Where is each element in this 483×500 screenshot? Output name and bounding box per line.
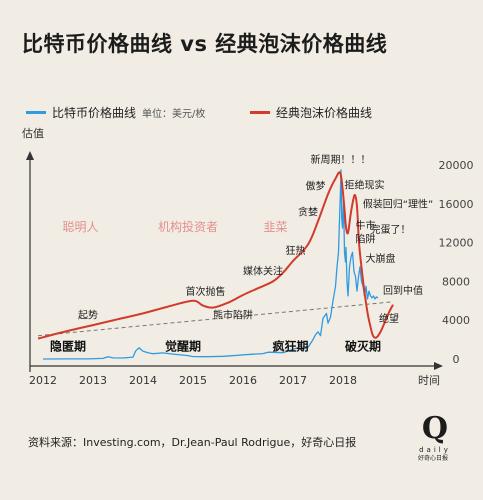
x-tick-label: 2016 — [229, 374, 257, 387]
phase-label: 隐匿期 — [50, 338, 86, 353]
y-axis-label: 估值 — [22, 127, 44, 140]
annotation-label: 完蛋了！ — [371, 223, 411, 236]
x-tick-label: 2014 — [129, 374, 157, 387]
annotation-label: 大崩盘 — [366, 252, 396, 265]
legend-label-btc: 比特币价格曲线 — [52, 106, 137, 120]
chart-title: 比特币价格曲线 vs 经典泡沫价格曲线 — [22, 32, 388, 56]
zone-label: 机构投资者 — [158, 219, 218, 234]
btc-price-line — [42, 169, 379, 360]
logo-subtitle: 好奇心日报 — [417, 455, 448, 462]
annotation-label: 拒绝现实 — [345, 178, 385, 191]
zone-label: 聪明人 — [62, 220, 98, 234]
x-axis-arrow — [434, 362, 443, 370]
y-tick-label: 4000 — [442, 314, 470, 327]
bubble-price-curve — [37, 171, 394, 340]
legend-swatch-bubble — [250, 111, 270, 114]
source-note: 资料来源：Investing.com，Dr.Jean-Paul Rodrigue… — [28, 436, 357, 449]
annotation-label: 绝望 — [379, 312, 399, 325]
annotation-label: 媒体关注 — [243, 265, 283, 278]
annotation-label: 贪婪 — [298, 205, 318, 218]
annotation-label: 首次抛售 — [186, 285, 226, 298]
y-axis-arrow — [26, 151, 34, 160]
x-tick-label: 2012 — [29, 374, 57, 387]
logo-word: daily — [419, 446, 451, 454]
zone-label: 韭菜 — [263, 220, 287, 234]
y-tick-label: 20000 — [439, 159, 474, 172]
annotation-label: 新周期！！！ — [311, 153, 371, 166]
annotation-label: 狂热 — [286, 244, 306, 257]
annotation-label: 回到中值 — [383, 284, 423, 297]
legend-unit: 单位：美元/枚 — [142, 109, 206, 120]
x-tick-label: 2015 — [179, 374, 207, 387]
annotation-label: 起势 — [78, 308, 98, 321]
trend-line — [37, 301, 394, 337]
legend-label-bubble: 经典泡沫价格曲线 — [276, 106, 373, 120]
annotation-label: 牛市 — [356, 219, 376, 232]
x-axis-label: 时间 — [418, 374, 440, 387]
phase-label: 疯狂期 — [272, 338, 308, 353]
phase-label: 破灭期 — [345, 338, 381, 353]
annotation-label: 假装回归“理性” — [363, 198, 433, 211]
annotation-label: 陷阱 — [356, 233, 376, 246]
x-tick-label: 2018 — [329, 374, 357, 387]
legend-item-btc: 比特币价格曲线 单位：美元/枚 — [26, 104, 205, 121]
annotation-label: 熊市陷阱 — [213, 308, 253, 321]
x-tick-label: 2017 — [279, 374, 307, 387]
x-tick-label: 2013 — [79, 374, 107, 387]
y-tick-label: 16000 — [439, 198, 474, 211]
phase-label: 觉醒期 — [165, 338, 201, 353]
legend-swatch-btc — [26, 111, 46, 114]
annotation-label: 傲梦 — [306, 180, 326, 192]
y-tick-label: 12000 — [439, 237, 474, 250]
qdaily-logo: Q daily 好奇心日报 — [414, 414, 456, 463]
logo-mark: Q — [421, 411, 449, 446]
y-tick-label: 8000 — [442, 275, 470, 288]
y-tick-label: 0 — [453, 353, 460, 366]
legend-item-bubble: 经典泡沫价格曲线 — [250, 104, 372, 121]
